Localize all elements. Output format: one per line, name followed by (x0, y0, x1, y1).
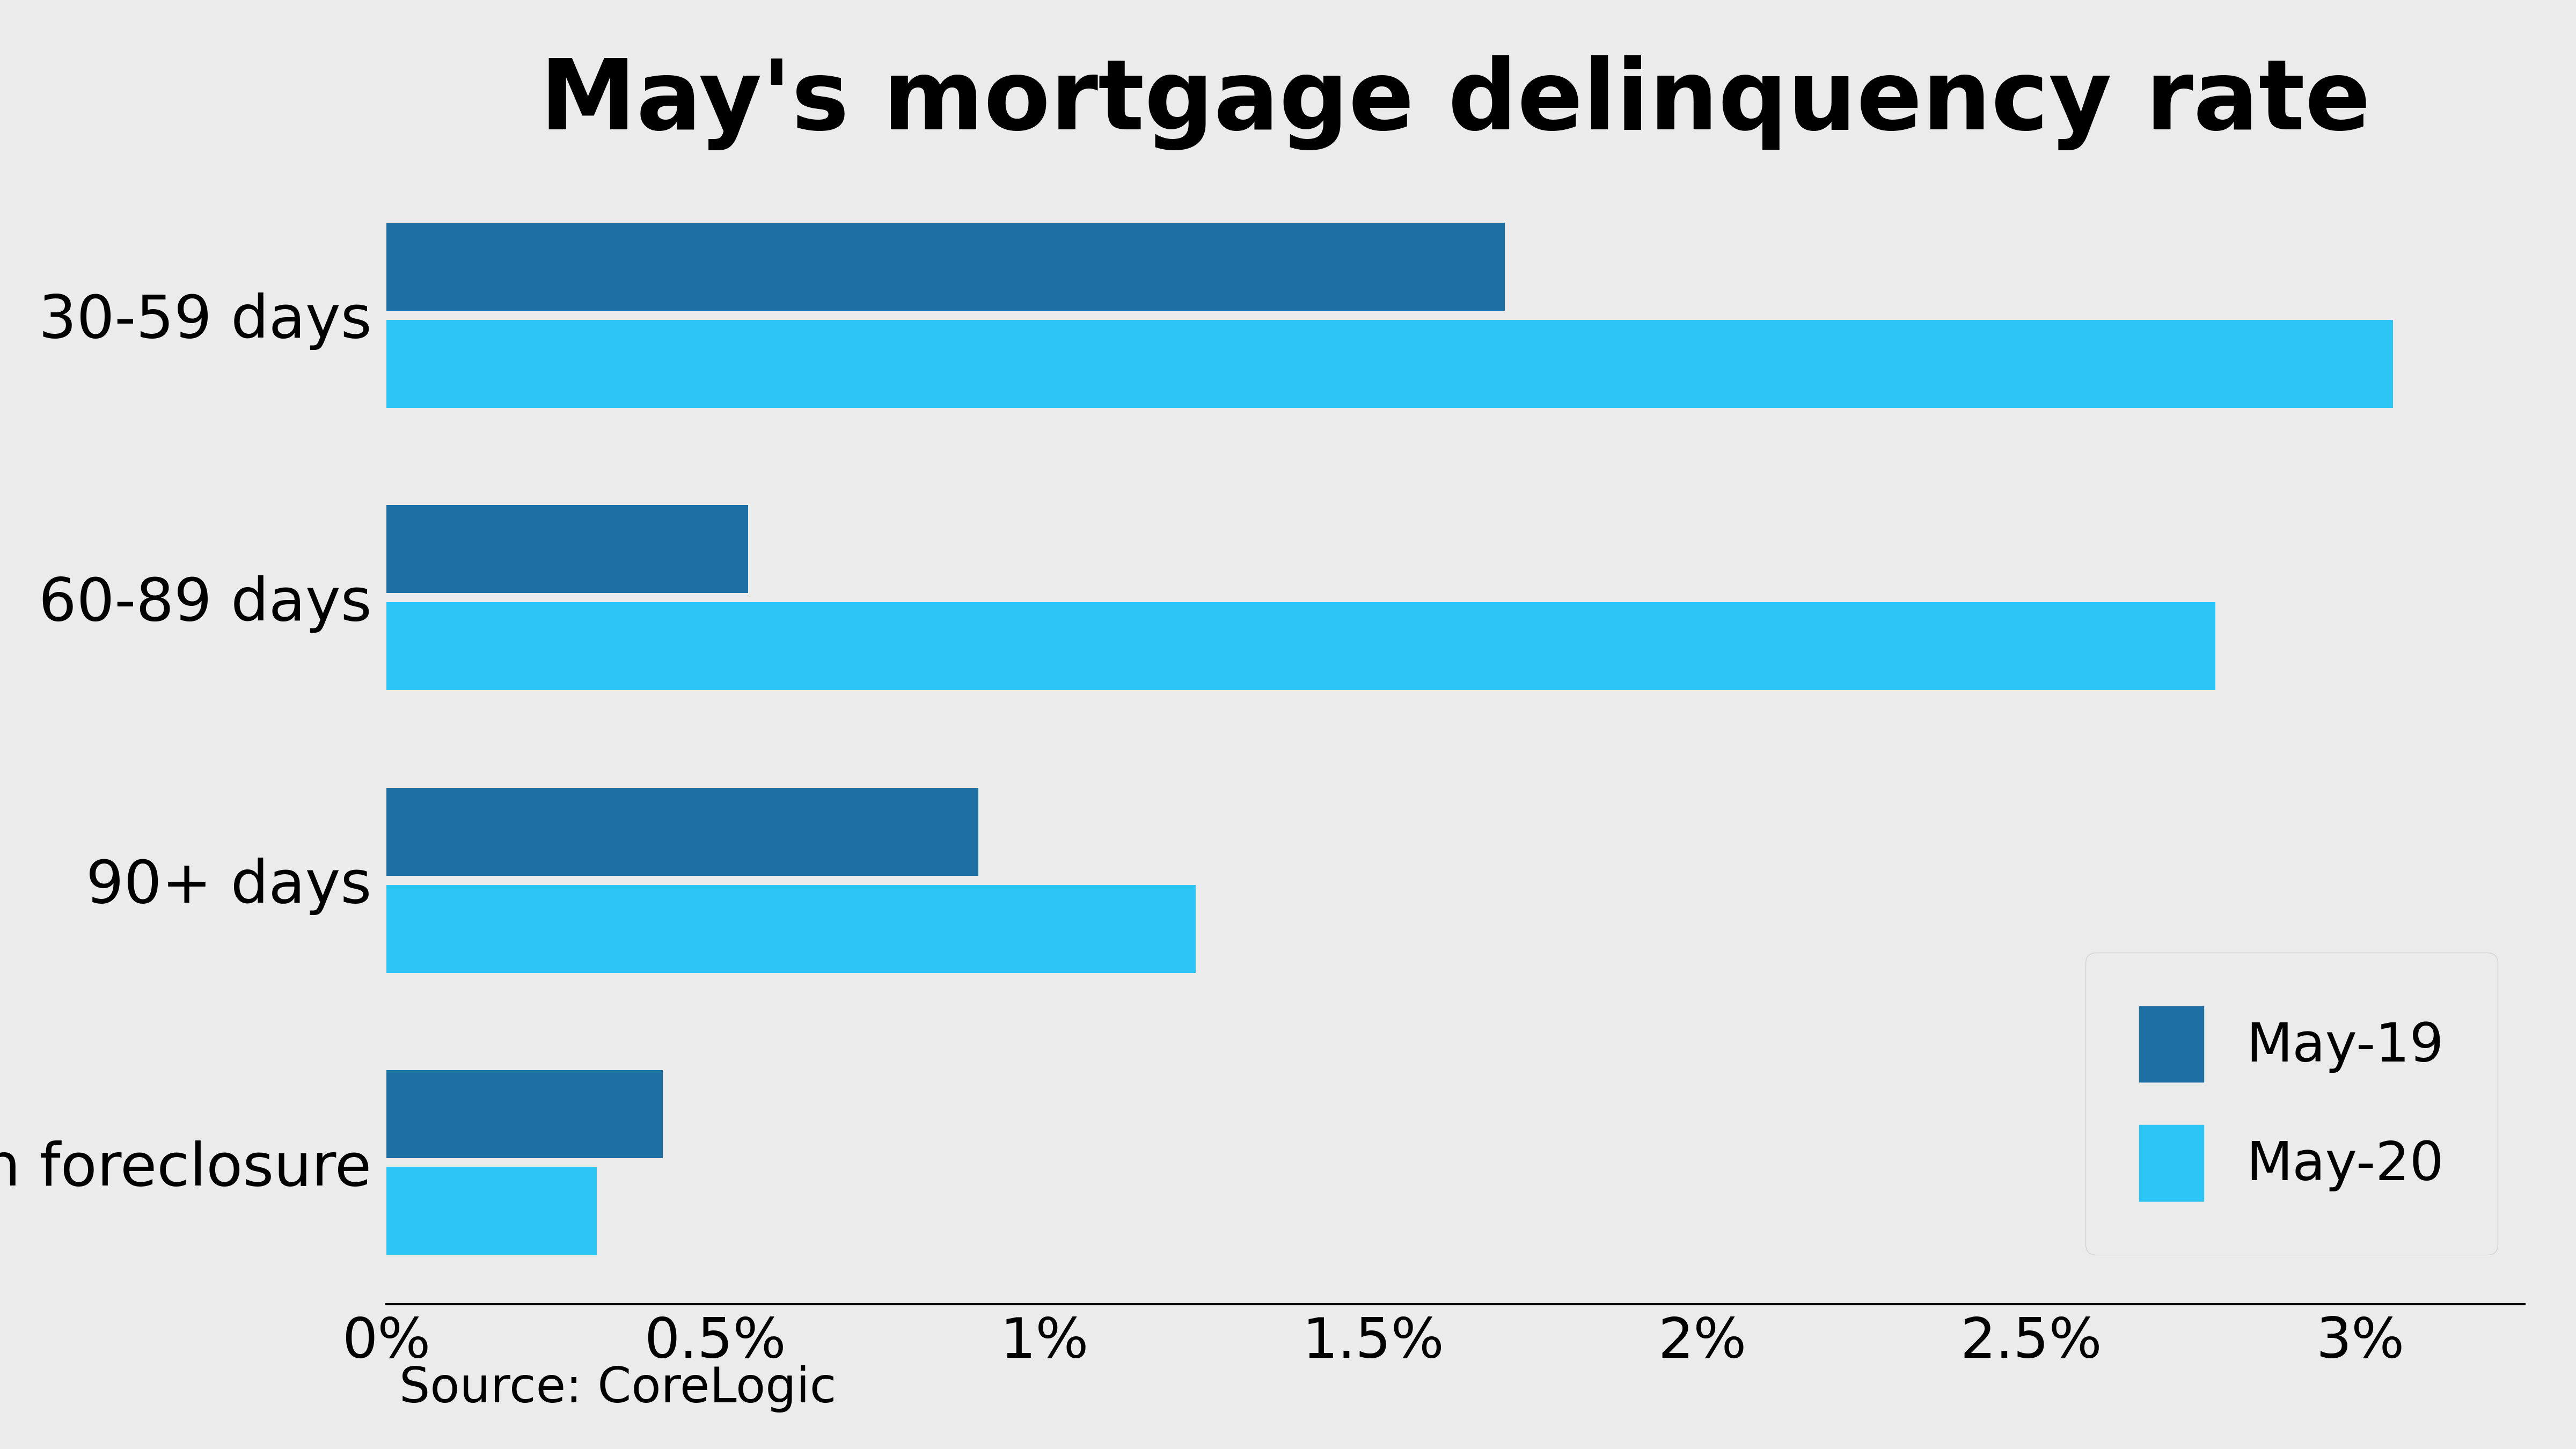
Legend: May-19, May-20: May-19, May-20 (2084, 952, 2499, 1255)
Bar (386, 1168, 598, 1255)
Bar (386, 223, 1504, 310)
Bar (386, 506, 747, 593)
Text: Source: CoreLogic: Source: CoreLogic (399, 1365, 837, 1413)
Bar (386, 885, 1195, 972)
Bar (386, 603, 2215, 690)
Bar (386, 320, 2393, 407)
Bar (386, 1071, 662, 1158)
Bar (386, 788, 979, 875)
Title: May's mortgage delinquency rate: May's mortgage delinquency rate (541, 55, 2370, 151)
